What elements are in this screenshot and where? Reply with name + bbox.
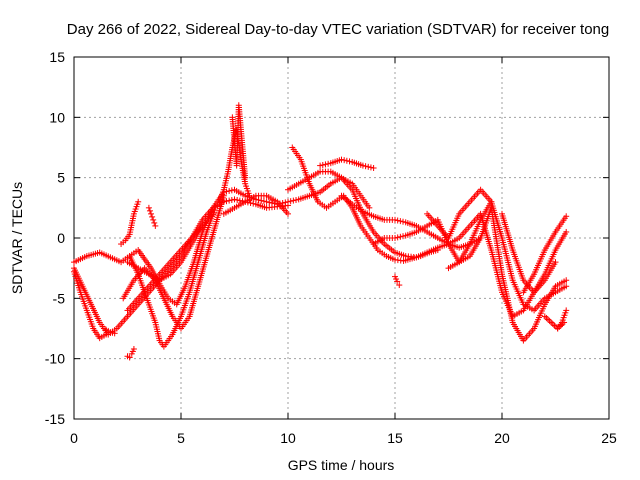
- data-point-marker: [563, 277, 570, 284]
- data-point-marker: [397, 218, 404, 225]
- data-point-marker: [111, 330, 118, 337]
- data-point-marker: [226, 197, 233, 204]
- y-tick-label: -15: [45, 411, 65, 427]
- data-point-marker: [366, 204, 373, 211]
- data-point-marker: [285, 202, 291, 209]
- data-point-marker: [396, 282, 403, 289]
- data-point-marker: [563, 213, 570, 220]
- data-point-marker: [146, 207, 153, 214]
- data-point-marker: [285, 210, 291, 217]
- data-point-marker: [392, 235, 398, 241]
- data-point-marker: [223, 198, 230, 205]
- data-point-marker: [338, 156, 345, 163]
- data-point-marker: [563, 228, 570, 235]
- x-tick-label: 15: [387, 430, 403, 446]
- data-point-marker: [346, 158, 353, 165]
- data-point-marker: [400, 233, 407, 240]
- data-point-marker: [228, 196, 235, 203]
- y-tick-label: 0: [57, 230, 65, 246]
- y-tick-label: 10: [49, 109, 65, 125]
- data-point-marker: [552, 259, 559, 266]
- data-point-marker: [325, 160, 332, 167]
- x-axis: 0 5 10 15 20 25: [70, 57, 617, 446]
- data-point-marker: [370, 165, 377, 172]
- data-point-marker: [263, 198, 270, 205]
- data-point-marker: [317, 162, 324, 169]
- x-tick-label: 25: [601, 430, 617, 446]
- data-point-marker: [362, 163, 369, 170]
- data-point-marker: [149, 213, 156, 220]
- x-axis-label: GPS time / hours: [288, 457, 395, 473]
- data-point-marker: [394, 278, 401, 285]
- x-tick-label: 5: [177, 430, 185, 446]
- x-tick-label: 0: [70, 430, 78, 446]
- data-point-marker: [260, 198, 267, 205]
- data-point-marker: [236, 197, 243, 204]
- data-point-marker: [231, 196, 238, 203]
- data-point-marker: [234, 196, 241, 203]
- data-point-marker: [322, 161, 329, 168]
- data-point-marker: [343, 157, 350, 164]
- data-point-marker: [266, 199, 273, 206]
- data-point-marker: [130, 346, 137, 353]
- data-point-marker: [135, 198, 142, 205]
- data-point-marker: [152, 222, 159, 229]
- data-point-marker: [359, 162, 366, 169]
- data-point-marker: [226, 187, 233, 194]
- y-axis: -15 -10 -5 0 5 10 15: [45, 49, 609, 427]
- y-tick-label: 15: [49, 49, 65, 65]
- x-tick-label: 20: [494, 430, 510, 446]
- data-point-marker: [394, 234, 401, 241]
- data-point-marker: [392, 216, 398, 223]
- y-tick-label: -5: [53, 290, 66, 306]
- data-point-marker: [365, 163, 372, 170]
- data-point-marker: [287, 198, 294, 205]
- data-point-marker: [228, 187, 235, 194]
- data-point-marker: [488, 198, 495, 205]
- chart-title: Day 266 of 2022, Sidereal Day-to-day VTE…: [67, 21, 609, 38]
- data-point-marker: [341, 157, 348, 164]
- data-point-marker: [148, 210, 155, 217]
- y-axis-label: SDTVAR / TECUs: [9, 182, 25, 294]
- data-point-marker: [367, 164, 374, 171]
- y-tick-label: -10: [45, 351, 65, 367]
- data-point-marker: [563, 307, 570, 314]
- data-point-marker: [397, 233, 404, 240]
- data-point-marker: [319, 161, 326, 168]
- data-point-marker: [151, 219, 158, 226]
- y-tick-label: 5: [57, 170, 65, 186]
- data-point-marker: [126, 354, 133, 361]
- data-point-marker: [394, 217, 401, 224]
- x-tick-label: 10: [280, 430, 296, 446]
- data-point-marker: [290, 197, 297, 204]
- data-point-marker: [250, 200, 257, 207]
- data-point-marker: [145, 204, 152, 211]
- data-point-marker: [247, 200, 254, 207]
- data-point-marker: [563, 283, 570, 290]
- data-point-marker: [210, 210, 217, 217]
- data-point-marker: [212, 204, 219, 211]
- data-points: [71, 102, 570, 361]
- data-point-marker: [293, 196, 300, 203]
- data-point-marker: [400, 218, 407, 225]
- data-point-marker: [150, 216, 157, 223]
